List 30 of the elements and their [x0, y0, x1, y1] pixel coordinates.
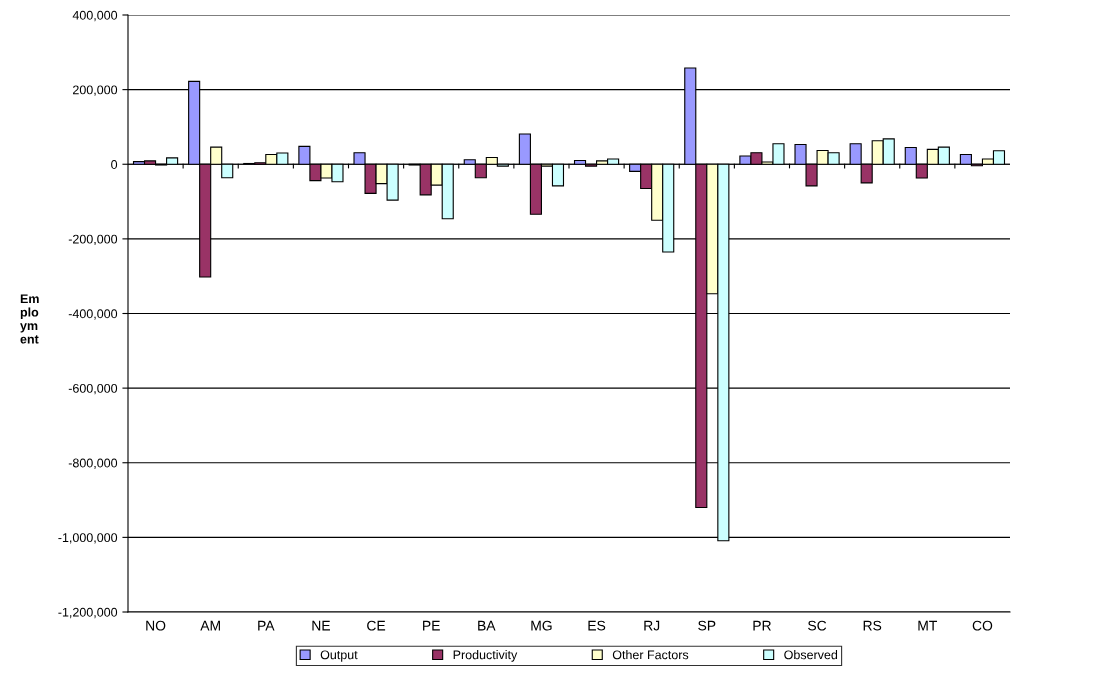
- x-tick-label: PA: [258, 620, 275, 631]
- y-axis-title: Em plo ym ent: [20, 294, 39, 344]
- x-tick-label: NE: [312, 620, 330, 631]
- x-tick-label: CE: [367, 620, 386, 631]
- y-tick-label: -1,200,000: [58, 607, 118, 619]
- legend-label: Output: [320, 650, 358, 662]
- x-tick-label: AM: [200, 620, 220, 631]
- x-tick-label: ES: [588, 620, 606, 631]
- y-tick-label: 0: [111, 160, 118, 169]
- x-tick-label: PR: [753, 620, 771, 631]
- x-tick-label: MG: [531, 620, 552, 631]
- x-tick-label: PE: [423, 620, 440, 631]
- y-tick-label: 200,000: [73, 85, 118, 96]
- x-tick-label: SC: [808, 620, 827, 631]
- legend-label: Other Factors: [612, 650, 689, 660]
- y-tick-label: -600,000: [68, 383, 118, 395]
- x-tick-label: NO: [146, 620, 166, 631]
- y-tick-label: -1,000,000: [58, 533, 118, 544]
- x-tick-label: CO: [972, 620, 993, 631]
- legend-label: Observed: [784, 650, 838, 660]
- x-tick-label: RS: [863, 620, 882, 631]
- y-tick-label: 400,000: [72, 10, 118, 22]
- x-tick-label: BA: [478, 620, 496, 631]
- legend-label: Productivity: [453, 650, 518, 662]
- x-tick-label: RJ: [644, 620, 660, 631]
- y-tick-label: -400,000: [68, 309, 118, 320]
- y-tick-label: -200,000: [68, 234, 118, 245]
- x-tick-label: SP: [698, 620, 716, 631]
- x-tick-label: MT: [918, 620, 938, 631]
- y-tick-label: -800,000: [68, 458, 118, 469]
